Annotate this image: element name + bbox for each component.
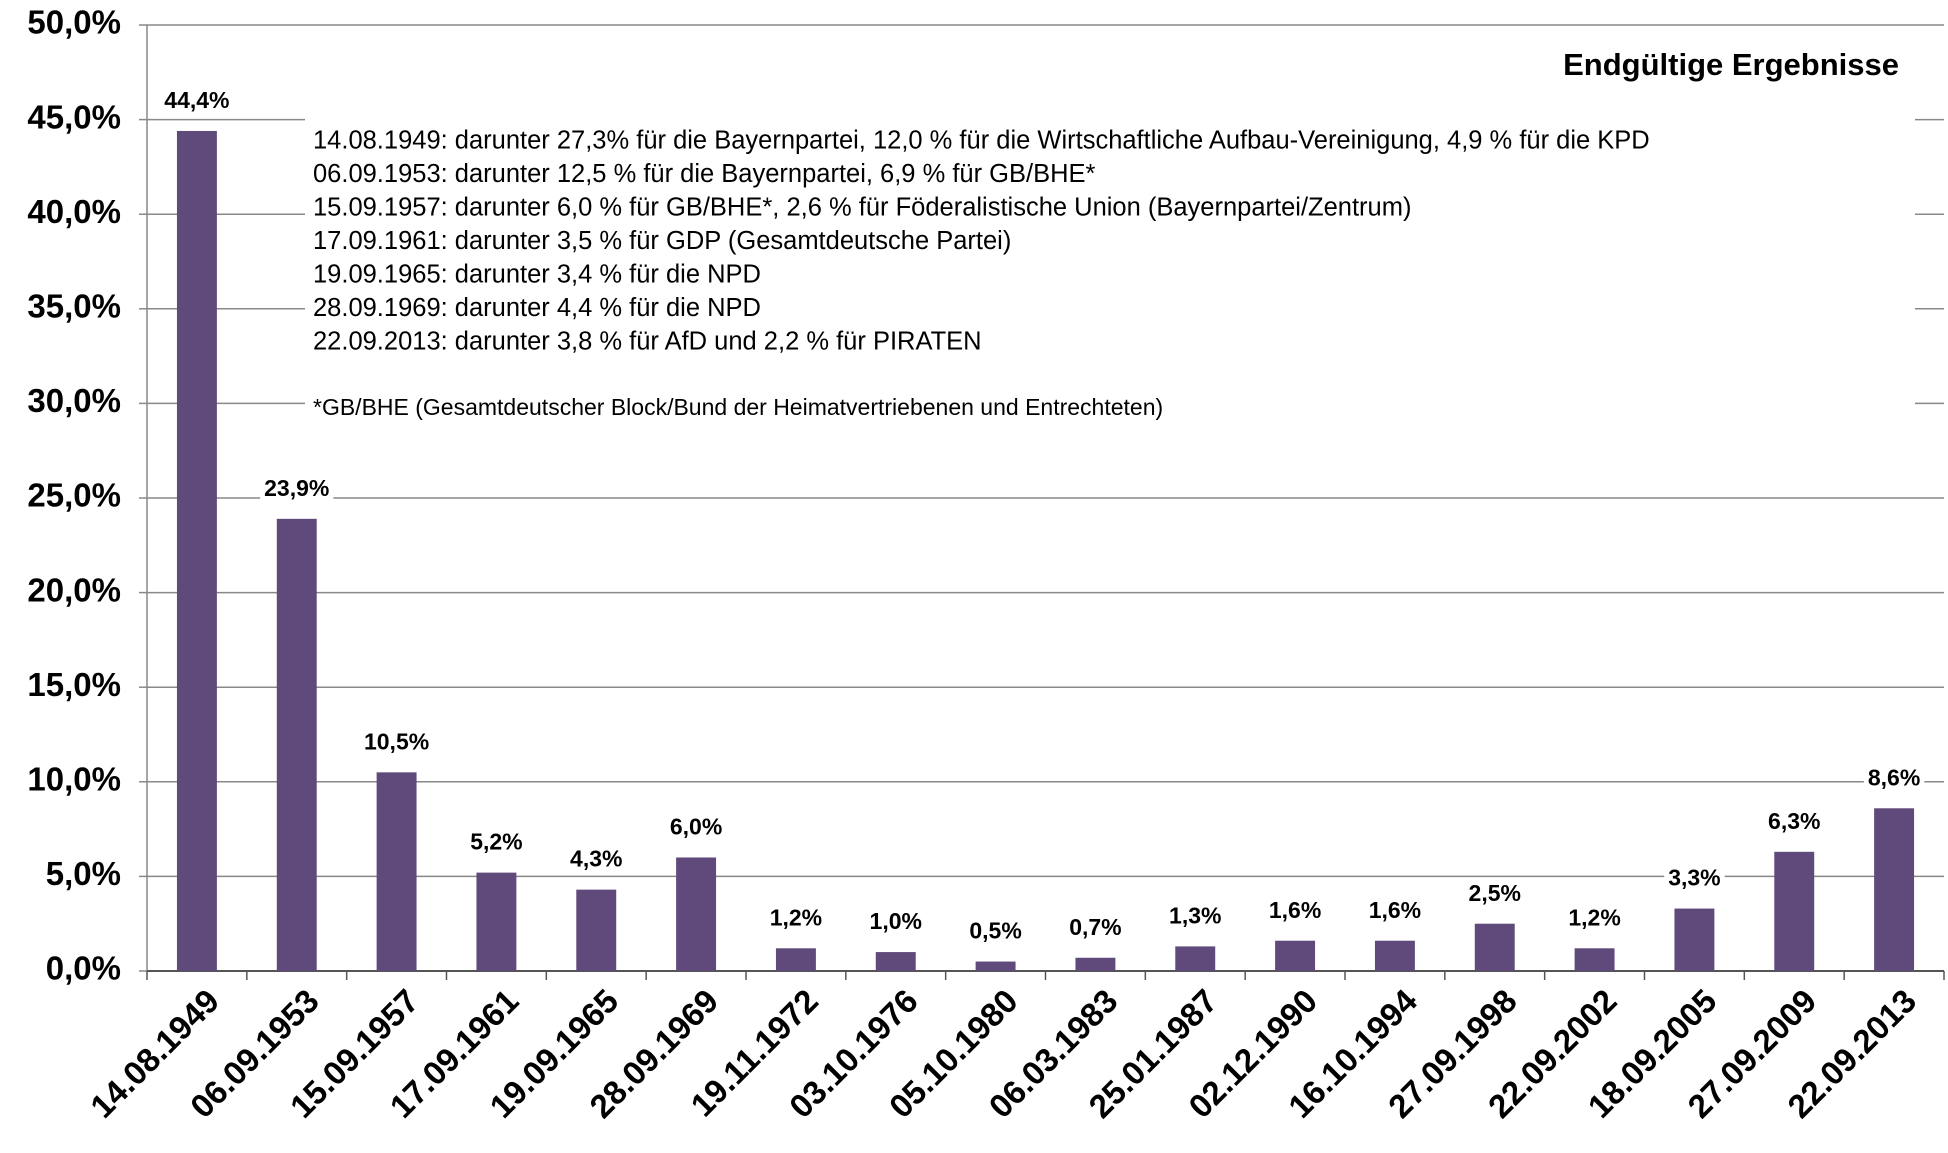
value-label-background xyxy=(1564,902,1625,933)
value-label-background xyxy=(865,906,926,937)
value-label: 8,6% xyxy=(1868,764,1920,790)
y-tick-label: 20,0% xyxy=(27,571,121,608)
value-label: 1,2% xyxy=(770,904,822,930)
value-label: 0,7% xyxy=(1069,914,1121,940)
note: 28.09.1969: darunter 4,4 % für die NPD xyxy=(313,294,761,322)
y-tick-label: 50,0% xyxy=(27,4,121,41)
value-label: 23,9% xyxy=(264,475,329,501)
y-tick-label: 40,0% xyxy=(27,193,121,230)
bar xyxy=(1574,948,1615,971)
y-tick-label: 15,0% xyxy=(27,666,121,703)
bar xyxy=(576,889,617,971)
bar xyxy=(376,772,417,971)
bar xyxy=(1075,957,1116,971)
value-label-background xyxy=(359,726,434,757)
bar xyxy=(176,130,217,971)
value-label-background xyxy=(1364,894,1426,925)
footnote: *GB/BHE (Gesamtdeutscher Block/Bund der … xyxy=(313,394,1163,420)
value-label: 6,0% xyxy=(670,814,722,840)
bar xyxy=(1674,908,1715,971)
note: 17.09.1961: darunter 3,5 % für GDP (Gesa… xyxy=(313,227,1011,255)
note: 15.09.1957: darunter 6,0 % für GB/BHE*, … xyxy=(313,194,1411,222)
value-label-background xyxy=(566,843,627,874)
value-label: 10,5% xyxy=(364,728,429,754)
value-label: 44,4% xyxy=(164,87,229,113)
value-label: 1,3% xyxy=(1169,902,1221,928)
note: 06.09.1953: darunter 12,5 % für die Baye… xyxy=(313,160,1096,188)
y-tick-label: 5,0% xyxy=(46,855,121,892)
value-label: 6,3% xyxy=(1768,808,1820,834)
bar xyxy=(676,857,717,971)
bar xyxy=(1774,851,1815,971)
bar xyxy=(775,948,816,971)
value-label: 4,3% xyxy=(570,846,622,872)
value-label: 1,2% xyxy=(1568,904,1620,930)
notes-background xyxy=(305,118,1915,434)
value-label-background xyxy=(1664,862,1725,893)
value-label-background xyxy=(1464,877,1525,908)
value-label-background xyxy=(1764,805,1825,836)
note: 22.09.2013: darunter 3,8 % für AfD und 2… xyxy=(313,328,982,356)
note: 14.08.1949: darunter 27,3% für die Bayer… xyxy=(313,127,1650,155)
bar xyxy=(1374,940,1415,971)
value-label-background xyxy=(466,826,527,857)
value-label-background xyxy=(965,915,1026,946)
value-label-background xyxy=(665,811,727,842)
y-tick-label: 10,0% xyxy=(27,761,121,798)
value-label-background xyxy=(160,85,234,116)
value-label: 1,0% xyxy=(870,908,922,934)
value-label-background xyxy=(260,472,334,503)
value-label: 1,6% xyxy=(1369,897,1421,923)
bar xyxy=(975,961,1016,971)
bar xyxy=(1474,923,1515,971)
value-label: 0,5% xyxy=(969,918,1021,944)
bar xyxy=(1874,808,1915,971)
value-label-background xyxy=(1264,894,1326,925)
value-label: 3,3% xyxy=(1668,865,1720,891)
value-label: 1,6% xyxy=(1269,897,1321,923)
y-tick-label: 25,0% xyxy=(27,477,121,514)
bar xyxy=(476,872,517,971)
note: 19.09.1965: darunter 3,4 % für die NPD xyxy=(313,261,761,289)
value-label-background xyxy=(1065,911,1126,942)
bar xyxy=(1275,940,1316,971)
y-tick-label: 30,0% xyxy=(27,382,121,419)
value-label: 5,2% xyxy=(470,829,522,855)
value-label-background xyxy=(1165,900,1226,931)
y-tick-label: 35,0% xyxy=(27,288,121,325)
value-label-background xyxy=(1863,762,1925,793)
bar xyxy=(875,952,916,971)
value-label: 2,5% xyxy=(1469,880,1521,906)
bar xyxy=(1175,946,1216,971)
chart-title: Endgültige Ergebnisse xyxy=(1563,47,1899,82)
y-tick-label: 45,0% xyxy=(27,98,121,135)
value-label-background xyxy=(765,902,827,933)
y-tick-label: 0,0% xyxy=(46,950,121,987)
bar xyxy=(276,518,317,971)
